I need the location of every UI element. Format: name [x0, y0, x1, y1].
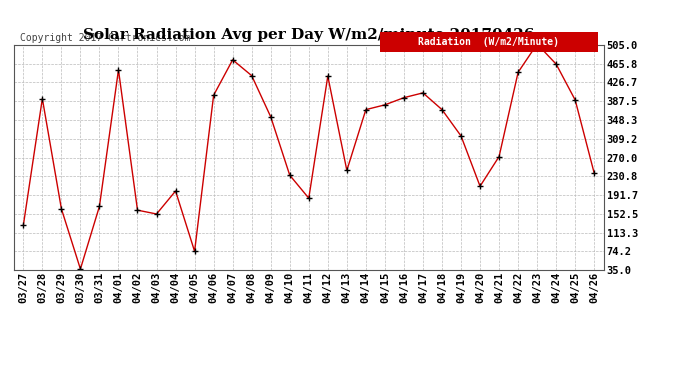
FancyBboxPatch shape — [380, 32, 598, 52]
Text: Copyright 2017 Cartronics.com: Copyright 2017 Cartronics.com — [20, 33, 190, 43]
Title: Solar Radiation Avg per Day W/m2/minute 20170426: Solar Radiation Avg per Day W/m2/minute … — [83, 28, 535, 42]
Text: Radiation  (W/m2/Minute): Radiation (W/m2/Minute) — [418, 37, 559, 46]
